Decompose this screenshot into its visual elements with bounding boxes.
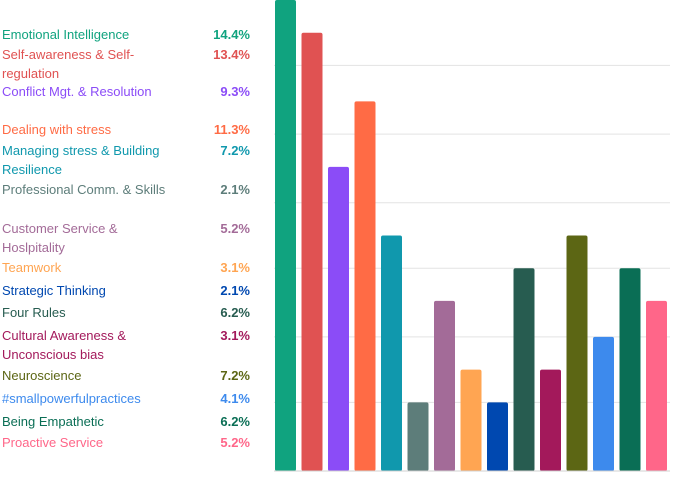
bar (619, 268, 641, 471)
legend-label: Dealing with stress (2, 122, 112, 137)
legend-value: 14.4% (213, 27, 250, 42)
legend-label: Teamwork (2, 260, 62, 275)
bar (566, 235, 588, 471)
legend-label: Conflict Mgt. & Resolution (2, 84, 152, 99)
legend-value: 3.1% (220, 260, 250, 275)
legend-value: 9.3% (220, 84, 250, 99)
bar (354, 101, 376, 471)
bar (328, 166, 349, 471)
legend-value: 3.1% (220, 328, 250, 343)
legend-label: #smallpowerfulpractices (2, 391, 141, 406)
legend-label: Proactive Service (2, 435, 104, 450)
bar (487, 402, 508, 471)
legend-value: 2.1% (220, 283, 250, 298)
legend: Emotional Intelligence 14.4% Self-awarenes… (0, 0, 260, 479)
legend-value: 5.2% (220, 221, 250, 236)
legend-value: 7.2% (220, 368, 250, 383)
legend-label: Cultural Awareness & Unconscious bias (2, 328, 127, 362)
legend-label: Customer Service & Hoslpitality (2, 221, 118, 255)
bar (407, 402, 429, 471)
legend-value: 6.2% (220, 305, 250, 320)
bar (381, 235, 402, 471)
legend-label: Managing stress & Building Resilience (2, 143, 160, 177)
legend-value: 6.2% (220, 414, 250, 429)
bar (275, 0, 296, 471)
bar (434, 300, 455, 471)
legend-label: Emotional Intelligence (2, 27, 130, 42)
legend-value: 5.2% (220, 435, 250, 450)
legend-label: Neuroscience (2, 368, 82, 383)
legend-label: Four Rules (2, 305, 66, 320)
bar (593, 336, 614, 471)
legend-label: Professional Comm. & Skills (2, 182, 166, 197)
bar (301, 32, 323, 471)
legend-label: Being Empathetic (2, 414, 104, 429)
bar (646, 300, 667, 471)
bar (460, 369, 482, 471)
legend-value: 7.2% (220, 143, 250, 158)
legend-label: Strategic Thinking (2, 283, 106, 298)
legend-value: 11.3% (213, 122, 250, 137)
legend-value: 4.1% (220, 391, 250, 406)
bar (540, 369, 561, 471)
legend-label: Self-awareness & Self-regulation (2, 47, 135, 81)
legend-value: 2.1% (220, 182, 250, 197)
bar (513, 268, 535, 471)
legend-value: 13.4% (213, 47, 250, 62)
bar-chart (274, 0, 670, 472)
bars (275, 0, 667, 471)
